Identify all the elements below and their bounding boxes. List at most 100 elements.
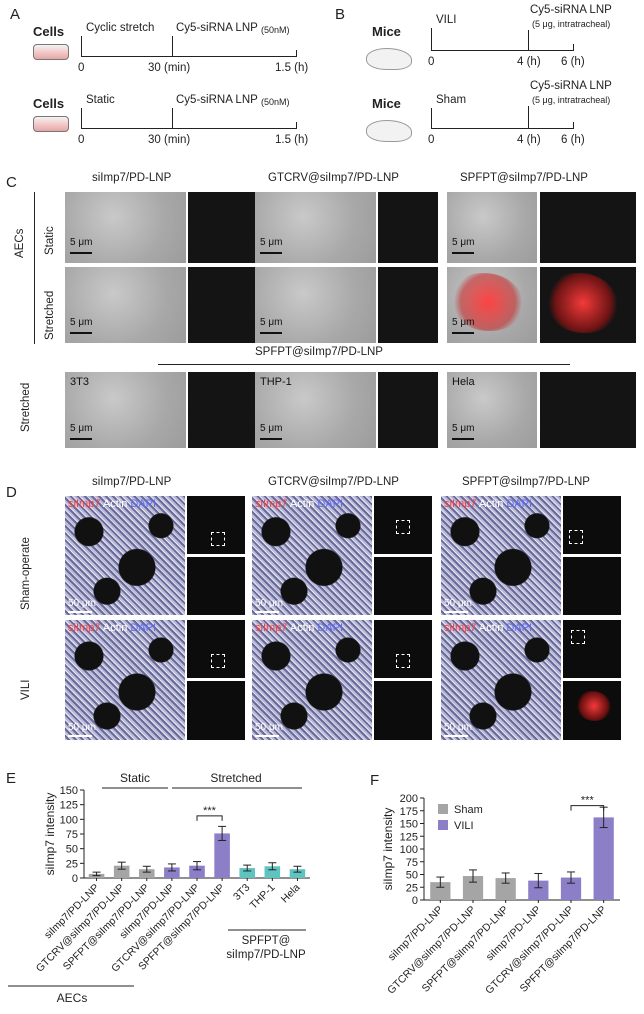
bar — [462, 876, 484, 900]
timeline-tick-label: 6 (h) — [561, 56, 585, 68]
column-title: siImp7/PD-LNP — [92, 172, 172, 184]
group-label-aecs: AECs — [57, 991, 88, 1005]
scale-bar-label: 50 μm — [444, 598, 472, 609]
scale-bar — [255, 611, 279, 613]
tissue-image — [65, 496, 185, 615]
legend-label: Sham — [454, 804, 483, 816]
bar — [528, 880, 549, 900]
timeline-axis — [431, 128, 573, 129]
timeline-tick-label: 4 (h) — [517, 134, 541, 146]
column-title: SPFPT@siImp7/PD-LNP — [460, 172, 588, 184]
timeline-dose: (5 μg, intratracheal) — [532, 95, 611, 105]
stain-legend: siImp7 Actin DAPI — [255, 622, 343, 634]
scale-bar-label: 5 μm — [260, 317, 283, 328]
micrograph — [540, 192, 636, 263]
stain-white: Actin — [478, 622, 504, 634]
mice-label: Mice — [372, 96, 401, 111]
y-tick-label: 100 — [400, 844, 418, 856]
arrow-down-icon — [528, 106, 529, 128]
group-bracket — [34, 192, 35, 344]
timeline-tick-label: 0 — [428, 134, 435, 146]
column-title: siImp7/PD-LNP — [92, 476, 172, 488]
micrograph — [255, 192, 376, 263]
scale-bar — [255, 735, 279, 737]
scale-bar-label: 50 μm — [68, 722, 96, 733]
bar — [289, 869, 306, 878]
y-tick-label: 25 — [406, 882, 418, 894]
bar — [430, 882, 451, 900]
scale-bar-label: 5 μm — [260, 237, 283, 248]
stain-white: Actin — [102, 498, 128, 510]
scale-bar-label: 5 μm — [452, 317, 475, 328]
timeline-tick-label: 30 (min) — [148, 62, 191, 74]
scale-bar — [260, 438, 282, 440]
fluorescent-cell — [548, 273, 618, 333]
legend-swatch — [438, 820, 448, 830]
bar — [264, 866, 281, 878]
scale-bar-label: 5 μm — [70, 237, 93, 248]
stain-legend: siImp7 Actin DAPI — [255, 498, 343, 510]
y-tick-label: 75 — [406, 857, 418, 869]
timeline-event: VILI — [436, 14, 457, 26]
cells-label: Cells — [33, 96, 65, 111]
y-tick-label: 150 — [60, 785, 78, 797]
y-tick-label: 0 — [412, 895, 418, 907]
y-tick-label: 200 — [400, 793, 418, 805]
timeline-event: Cy5-siRNA LNP — [530, 80, 612, 92]
stain-legend: siImp7 Actin DAPI — [68, 498, 156, 510]
tissue-zoom — [563, 681, 621, 740]
scale-bar — [260, 332, 282, 334]
micrograph — [65, 267, 186, 343]
legend-swatch — [438, 804, 448, 814]
tissue-zoom — [563, 557, 621, 615]
timeline-event: Cy5-siRNA LNP — [176, 22, 258, 34]
timeline-event: Cy5-siRNA LNP — [176, 94, 258, 106]
stain-blue: DAPI — [317, 622, 344, 634]
x-tick-label: Hela — [279, 882, 303, 906]
cell-line-label: 3T3 — [70, 376, 89, 388]
tissue-zoom — [187, 681, 245, 740]
bar — [214, 833, 230, 878]
bar — [239, 868, 256, 878]
stain-red: siImp7 — [68, 622, 101, 634]
scale-bar-label: 5 μm — [70, 423, 93, 434]
scale-bar-label: 50 μm — [68, 598, 96, 609]
scale-bar — [452, 332, 474, 334]
section-title: SPFPT@siImp7/PD-LNP — [255, 346, 383, 358]
panel-label-d: D — [6, 484, 17, 501]
tissue-zoom — [374, 681, 432, 740]
dish-icon — [33, 44, 69, 60]
scale-bar — [452, 252, 474, 254]
cell-line-label: THP-1 — [260, 376, 292, 388]
group-label: AECs — [14, 228, 26, 258]
scale-bar — [68, 611, 92, 613]
y-tick-label: 175 — [400, 806, 418, 818]
timeline-dose: (5 μg, intratracheal) — [532, 19, 611, 29]
timeline-event: Static — [86, 94, 115, 106]
y-tick-label: 100 — [60, 814, 78, 826]
legend-label: VILI — [454, 820, 474, 832]
bar — [495, 878, 516, 900]
arrow-down-icon — [431, 28, 432, 50]
row-label: Stretched — [44, 290, 56, 340]
stain-white: Actin — [478, 498, 504, 510]
micrograph — [540, 267, 636, 343]
stain-legend: siImp7 Actin DAPI — [444, 498, 532, 510]
row-label: Static — [44, 226, 56, 255]
bar — [593, 817, 614, 900]
micrograph — [447, 192, 537, 263]
mice-label: Mice — [372, 24, 401, 39]
timeline-tick-label: 30 (min) — [148, 134, 191, 146]
timeline-concentration: (50nM) — [261, 97, 290, 107]
y-tick-label: 150 — [400, 819, 418, 831]
y-tick-label: 50 — [406, 870, 418, 882]
timeline-tick-label: 1.5 (h) — [275, 62, 309, 74]
tissue-zoom — [187, 557, 245, 615]
stain-red: siImp7 — [68, 498, 101, 510]
tissue-image — [441, 496, 561, 615]
stain-red: siImp7 — [444, 498, 477, 510]
bar — [164, 867, 180, 878]
timeline-tick-label: 0 — [78, 62, 85, 74]
